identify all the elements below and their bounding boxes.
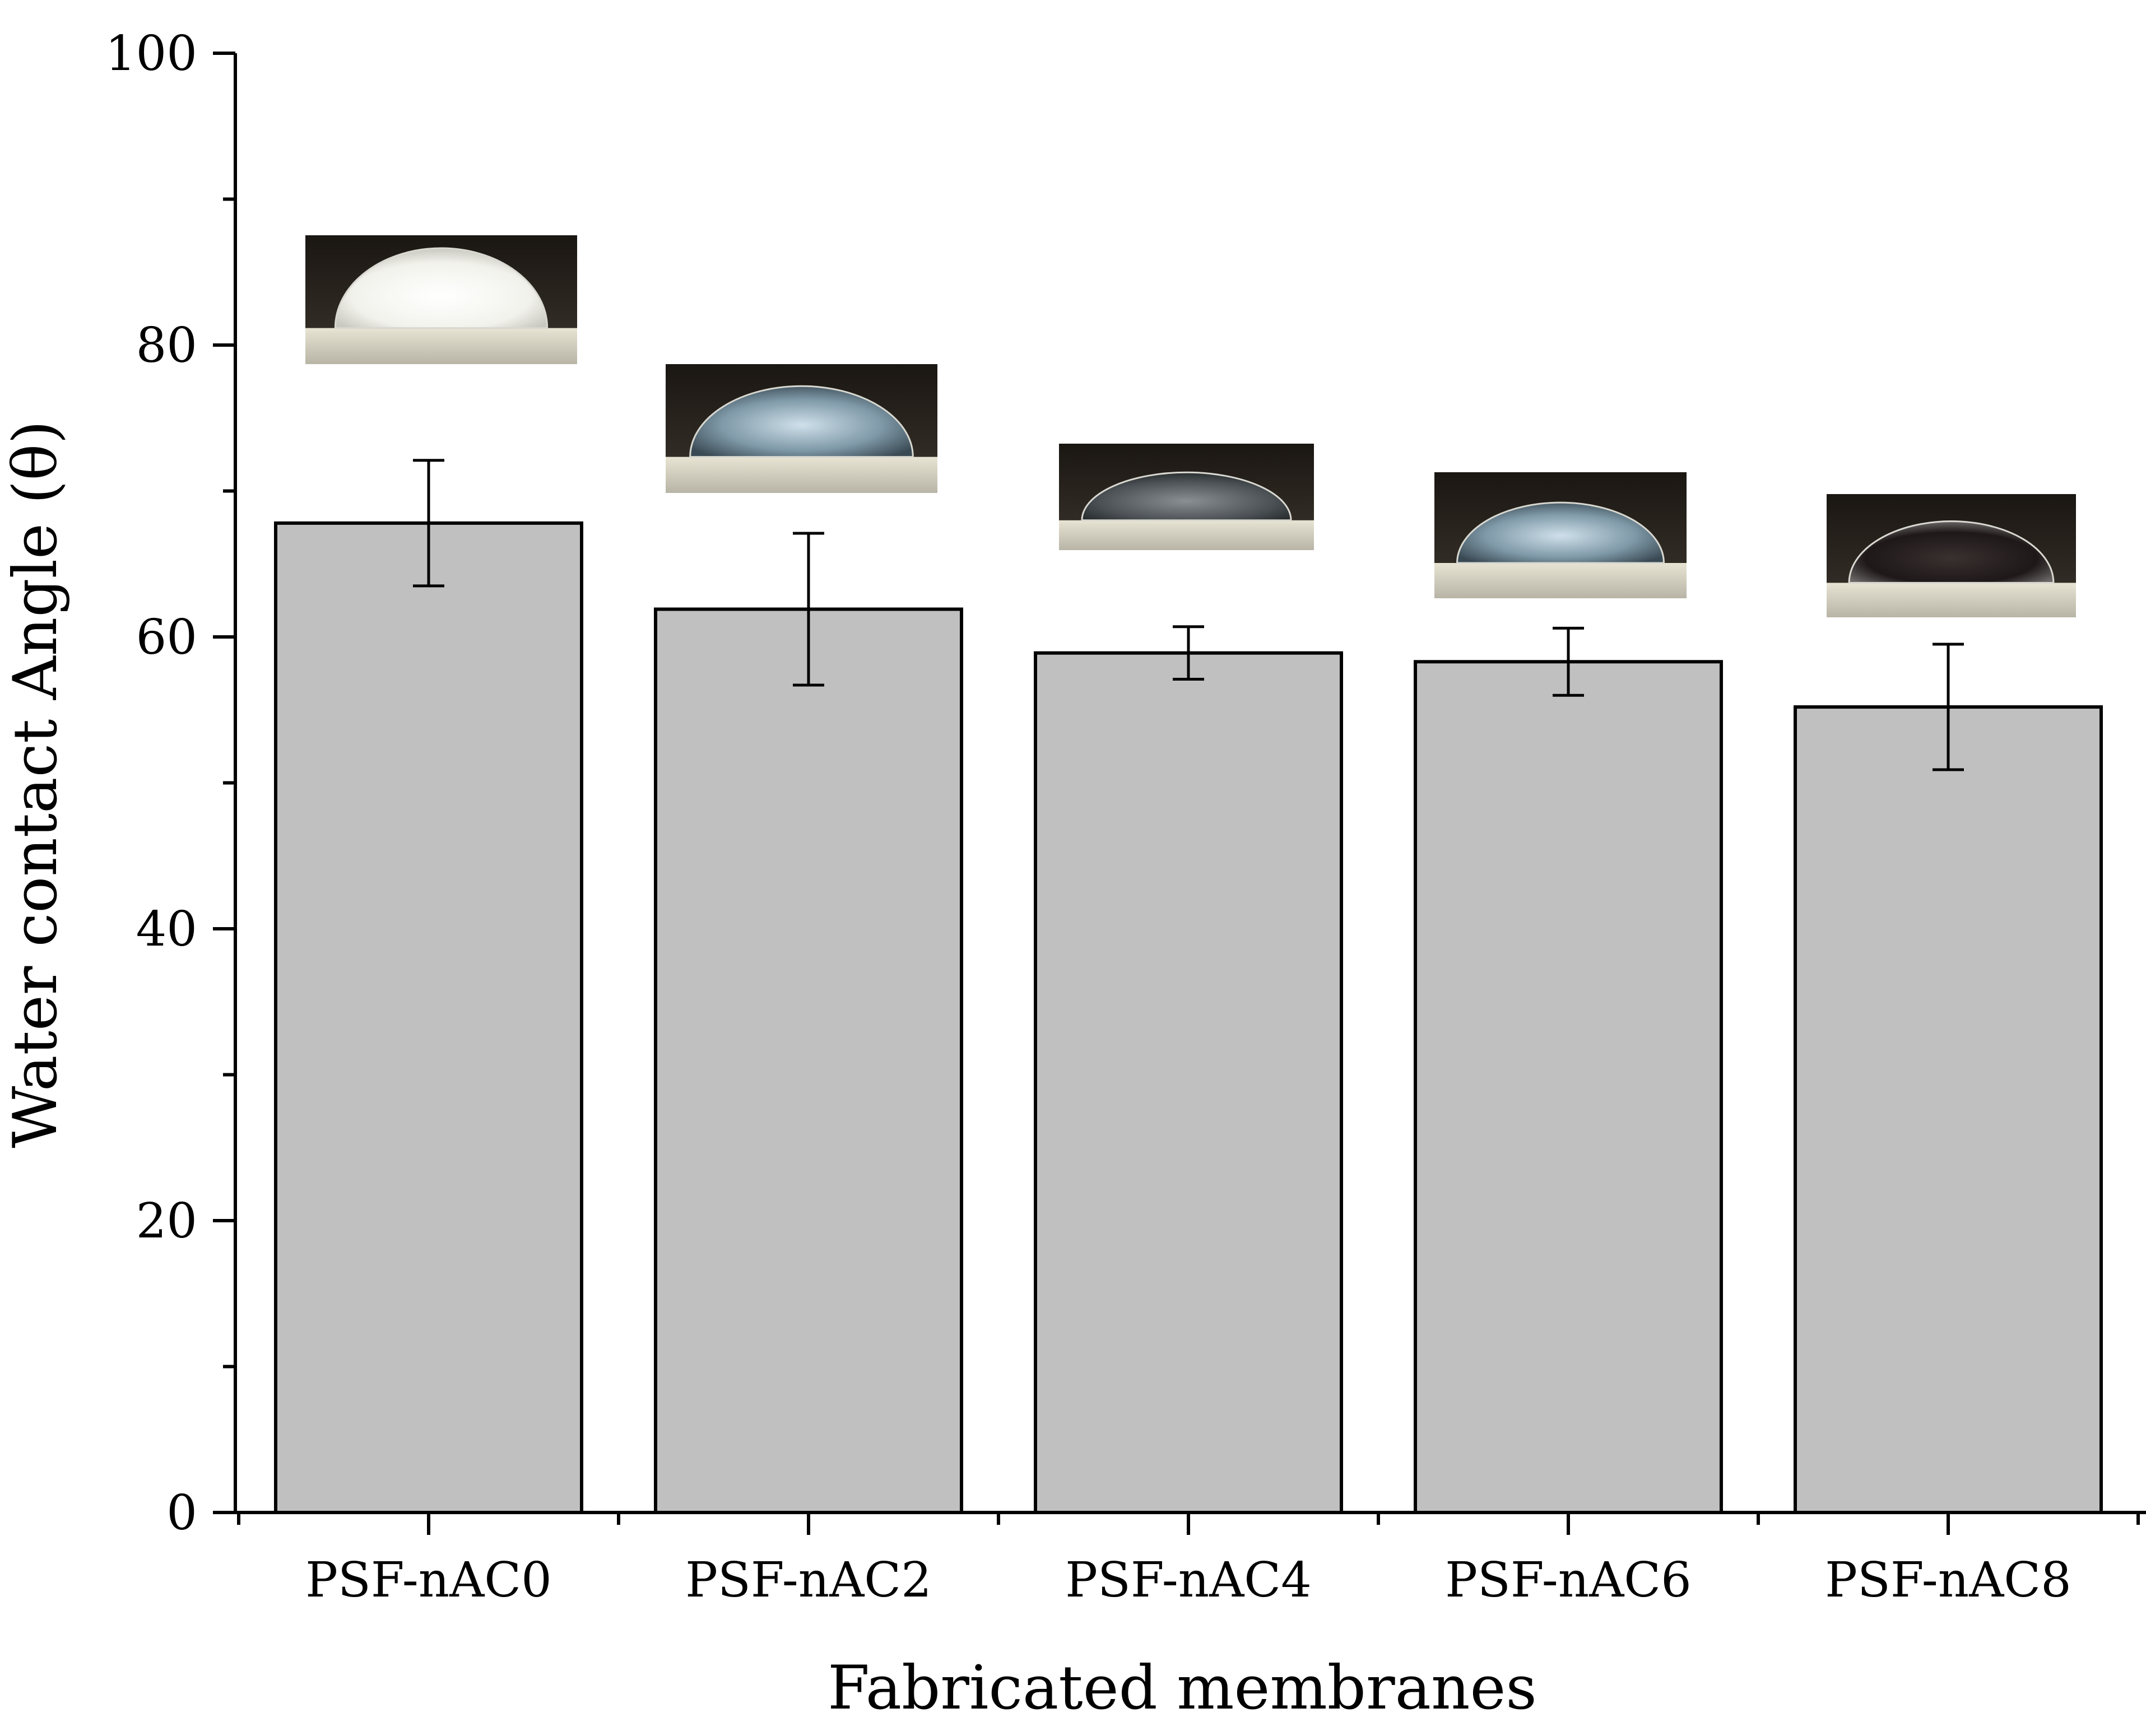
x-axis-title: Fabricated membranes <box>828 1653 1537 1723</box>
droplet-photo-inset <box>666 364 937 493</box>
droplet-insets-group <box>305 235 2076 617</box>
y-tick-label: 20 <box>136 1193 197 1249</box>
error-bar <box>1173 625 1204 681</box>
bar-psf-nac8 <box>1794 705 2103 1514</box>
y-tick-label: 80 <box>136 318 197 374</box>
error-bar <box>793 532 824 687</box>
error-bar <box>1933 643 1964 771</box>
y-tick-label: 40 <box>136 901 197 957</box>
bar-psf-nac6 <box>1414 660 1723 1514</box>
droplet-photo-inset <box>1434 472 1687 598</box>
y-axis-ticks: 0 20 40 60 80 100 <box>105 26 235 1541</box>
x-tick-label: PSF-nAC6 <box>1445 1552 1692 1608</box>
y-axis-title: Water contact Angle (θ) <box>1 420 71 1148</box>
bar-psf-nac2 <box>654 607 963 1514</box>
droplet-photo-inset <box>1827 494 2076 617</box>
bar-psf-nac4 <box>1034 651 1343 1514</box>
x-tick-label: PSF-nAC4 <box>1065 1552 1312 1608</box>
error-bar <box>413 459 444 588</box>
x-axis-ticks: PSF-nAC0 PSF-nAC2 PSF-nAC4 PSF-nAC6 PSF-nAC8 <box>237 1512 2140 1608</box>
x-tick-label: PSF-nAC2 <box>685 1552 932 1608</box>
y-tick-label: 0 <box>166 1485 197 1541</box>
droplet-photo-inset <box>1059 444 1314 550</box>
bars-group <box>274 521 2103 1514</box>
error-bar <box>1553 626 1584 697</box>
x-tick-label: PSF-nAC0 <box>305 1552 552 1608</box>
droplet-photo-inset <box>305 235 577 364</box>
error-bars-group <box>413 459 1964 771</box>
bar-psf-nac0 <box>274 521 583 1514</box>
x-tick-label: PSF-nAC8 <box>1825 1552 2071 1608</box>
y-tick-label: 100 <box>105 26 197 82</box>
y-tick-label: 60 <box>136 609 197 665</box>
